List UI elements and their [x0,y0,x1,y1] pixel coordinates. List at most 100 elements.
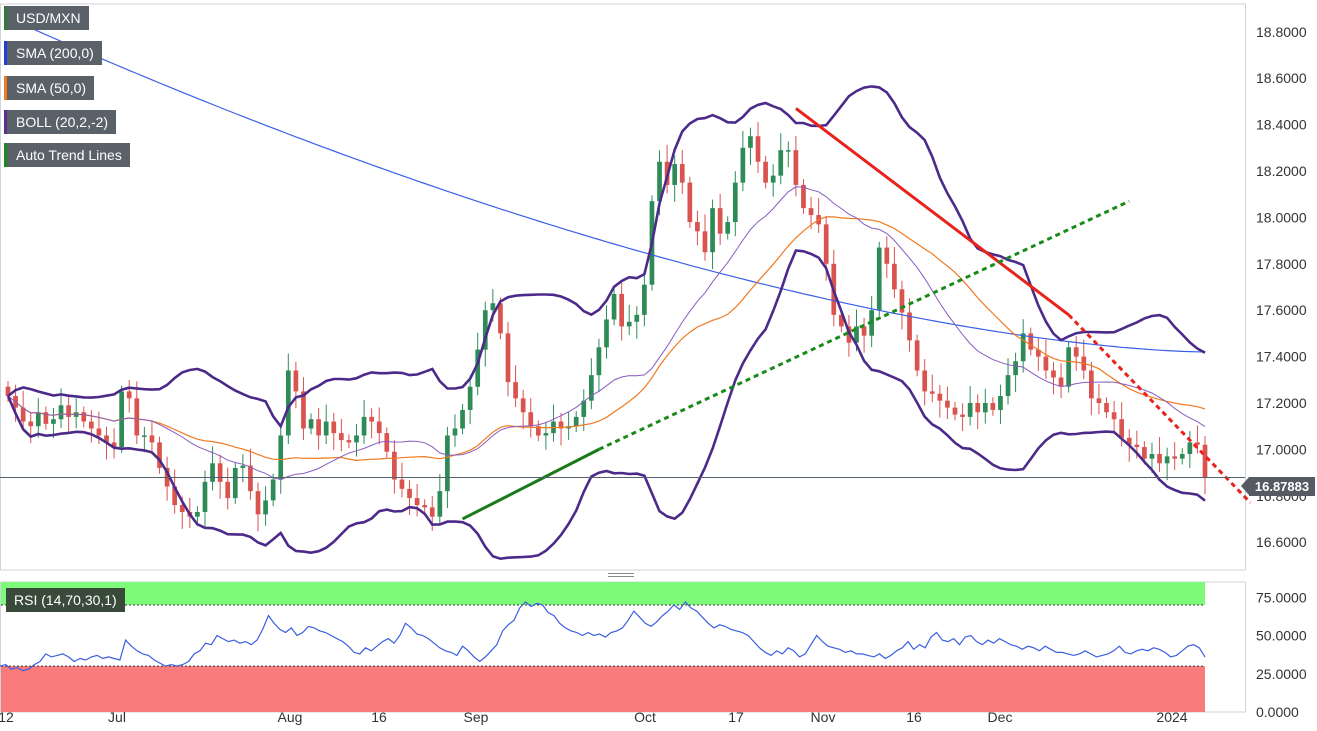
candle-body [225,481,231,499]
candle-body [770,175,776,183]
candle-body [467,386,473,410]
candle-body [361,416,367,436]
candle-body [740,147,746,183]
price-y-tick-label: 17.4000 [1256,349,1307,365]
candle-body [952,407,958,415]
price-y-tick-label: 18.0000 [1256,209,1307,225]
candle-body [558,421,564,429]
candle-body [96,428,102,436]
candle-body [884,247,890,264]
candle-body [475,349,481,387]
rsi-overbought-zone [1,582,1205,605]
candle-body [1187,442,1193,455]
candle-body [823,224,829,264]
candle-body [785,150,791,152]
candle-body [392,451,397,480]
candle-body [528,412,534,427]
candle-body [104,435,109,443]
candle-body [513,382,518,399]
rsi-pane [0,581,1246,713]
candle-body [755,136,761,162]
rsi-oversold-zone [1,666,1205,712]
candle-body [839,314,844,327]
candle-body [854,326,859,343]
candle-body [1157,454,1162,464]
pane-splitter-handle[interactable] [608,573,634,579]
legend-item-trendlines[interactable]: Auto Trend Lines [4,143,130,167]
candle-body [179,505,185,513]
candle-body [149,435,155,443]
price-y-tick-label: 17.6000 [1256,302,1307,318]
price-y-tick-label: 17.2000 [1256,395,1307,411]
x-tick-label: Dec [988,709,1013,725]
candle-body [429,507,435,517]
candle-body [604,319,609,348]
candle-body [642,284,647,315]
candle-body [232,467,238,499]
legend-item-boll[interactable]: BOLL (20,2,-2) [4,110,117,134]
rsi-legend-label[interactable]: RSI (14,70,30,1) [6,588,125,612]
candles-group [5,122,1208,532]
candle-body [482,310,488,350]
candle-body [316,419,321,436]
legend-item-symbol[interactable]: USD/MXN [4,6,89,30]
candle-body [1051,370,1056,378]
candle-body [134,398,140,436]
boll-upper-line [7,85,1206,429]
candle-body [619,293,625,327]
legend-label: USD/MXN [16,10,81,26]
candle-body [195,512,200,517]
x-tick-label: 16 [371,709,387,725]
candle-body [1066,347,1071,387]
x-tick-label: 12 [0,709,14,725]
candle-body [331,421,337,434]
candle-body [210,463,215,482]
candle-body [763,161,768,183]
price-y-tick-label: 18.6000 [1256,70,1307,86]
boll-lower-line [6,249,1206,561]
candle-body [88,421,94,429]
candle-body [376,421,382,434]
candle-body [801,184,806,209]
x-tick-label: Nov [811,709,836,725]
legend-item-sma200[interactable]: SMA (200,0) [4,41,102,65]
candle-body [710,208,715,253]
trend-line-red-solid [794,107,1070,317]
candle-body [1104,402,1109,413]
candle-body [581,400,587,417]
candle-body [346,440,352,443]
price-y-tick-label: 18.4000 [1256,117,1307,133]
candle-body [975,402,981,413]
candle-body [732,182,738,223]
candle-body [1020,333,1026,362]
candle-body [240,465,246,468]
x-tick-label: 2024 [1156,709,1187,725]
candle-body [945,400,950,408]
candle-body [142,435,147,437]
candle-body [1142,447,1147,459]
candle-body [899,289,905,313]
candle-body [808,208,814,216]
legend-label: SMA (200,0) [16,45,94,61]
trend-line-green-dotted [598,199,1130,451]
legend-swatch [4,143,7,167]
candle-body [922,370,928,392]
rsi-y-tick-label: 75.0000 [1256,589,1307,605]
candle-body [255,491,261,515]
legend-label: BOLL (20,2,-2) [16,114,109,130]
candle-body [338,433,344,441]
candle-body [445,435,450,492]
legend-item-sma50[interactable]: SMA (50,0) [4,76,95,100]
candle-body [596,347,602,376]
candle-body [5,386,11,397]
candle-body [1013,361,1018,376]
price-y-tick-label: 17.0000 [1256,441,1307,457]
candle-body [588,375,594,401]
trend-line-red-dotted [1067,313,1252,504]
candle-body [1035,349,1041,357]
candle-body [960,414,965,417]
x-tick-label: Oct [634,709,656,725]
candle-body [126,391,132,399]
candle-body [384,433,390,452]
